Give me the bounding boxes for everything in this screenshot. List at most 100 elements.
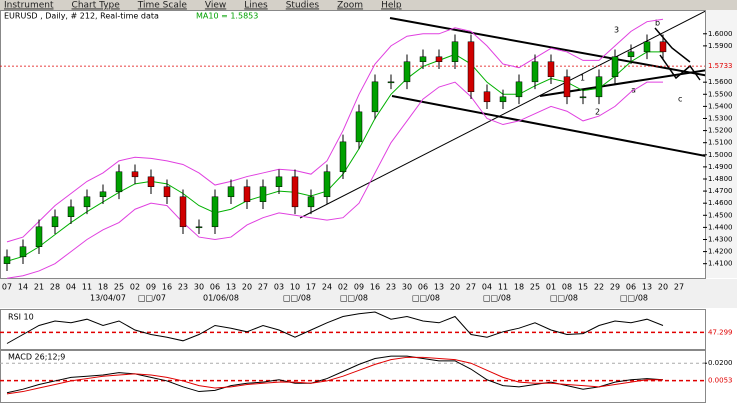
- x-tick-label: 23: [178, 283, 188, 292]
- x-tick-label: 27: [466, 283, 476, 292]
- wave-label: 1: [580, 74, 585, 83]
- x-tick-label: 25: [530, 283, 540, 292]
- y-tick-label: 1.4900: [708, 163, 733, 171]
- x-tick-label: 29: [610, 283, 620, 292]
- series-line: [6, 51, 663, 262]
- candle-body: [435, 56, 443, 62]
- candle-body: [531, 61, 539, 83]
- y-tick-label: 1.5000: [708, 151, 733, 159]
- menu-item[interactable]: Chart Type: [72, 1, 121, 11]
- x-tick-label: 27: [674, 283, 684, 292]
- candle-body: [259, 186, 267, 202]
- y-tick-label: 1.4500: [708, 211, 733, 219]
- y-tick-label: 1.4700: [708, 187, 733, 195]
- candle-body: [371, 81, 379, 113]
- wave-label: b: [655, 19, 660, 28]
- candle-body: [451, 41, 459, 62]
- wave-label: 2: [595, 108, 600, 117]
- rsi-title: RSI 10: [8, 313, 34, 322]
- x-tick-label: 01: [546, 283, 556, 292]
- menu-item[interactable]: Instrument: [4, 1, 54, 11]
- x-date-label: 01/06/08: [203, 294, 239, 303]
- x-tick-label: 30: [402, 283, 412, 292]
- menu-item[interactable]: View: [205, 1, 226, 11]
- x-tick-label: 09: [146, 283, 156, 292]
- y-tick-label: 1.6000: [708, 30, 733, 38]
- x-tick-label: 04: [66, 283, 76, 292]
- menu-item[interactable]: Lines: [244, 1, 268, 11]
- y-tick-label: 1.5400: [708, 102, 733, 110]
- chart-title: EURUSD , Daily, # 212, Real-time data: [4, 12, 159, 21]
- x-tick-label: 15: [578, 283, 588, 292]
- x-tick-label: 18: [514, 283, 524, 292]
- x-date-label: □□/08: [412, 294, 440, 303]
- x-tick-label: 27: [258, 283, 268, 292]
- candle-body: [339, 141, 347, 172]
- candle-body: [387, 81, 395, 84]
- candle-body: [563, 76, 571, 98]
- candle-body: [51, 216, 59, 228]
- y-tick-label: 1.5200: [708, 127, 733, 135]
- x-date-label: □□/08: [283, 294, 311, 303]
- x-tick-label: 06: [418, 283, 428, 292]
- y-tick-label: 1.4400: [708, 223, 733, 231]
- x-tick-label: 22: [594, 283, 604, 292]
- candle-body: [147, 176, 155, 187]
- candle-body: [307, 196, 315, 208]
- candle-body: [195, 226, 203, 229]
- candle-body: [627, 51, 635, 58]
- candle-body: [67, 206, 75, 217]
- x-tick-label: 11: [82, 283, 92, 292]
- candle-body: [35, 226, 43, 247]
- menu-item[interactable]: Zoom: [337, 1, 363, 11]
- trend-line: [299, 10, 705, 219]
- x-tick-label: 06: [210, 283, 220, 292]
- series-line: [6, 81, 663, 279]
- candle-body: [403, 61, 411, 83]
- x-tick-label: 02: [338, 283, 348, 292]
- y-tick-label: 1.4200: [708, 248, 733, 256]
- wave-label: 3: [614, 26, 619, 35]
- y-tick-label: 1.4300: [708, 235, 733, 243]
- y-tick-label: 1.5600: [708, 78, 733, 86]
- menu-bar: [0, 0, 737, 10]
- y-tick-label: 1.5900: [708, 42, 733, 50]
- x-tick-label: 23: [386, 283, 396, 292]
- x-tick-label: 13: [226, 283, 236, 292]
- x-tick-label: 25: [114, 283, 124, 292]
- candle-body: [163, 186, 171, 198]
- x-tick-label: 20: [658, 283, 668, 292]
- candle-body: [115, 171, 123, 193]
- x-date-label: □□/08: [340, 294, 368, 303]
- x-tick-label: 03: [274, 283, 284, 292]
- series-line: [6, 311, 664, 344]
- x-tick-label: 08: [562, 283, 572, 292]
- menu-item[interactable]: Help: [381, 1, 402, 11]
- x-tick-label: 24: [322, 283, 332, 292]
- x-tick-label: 06: [626, 283, 636, 292]
- y-tick-label: 1.5300: [708, 114, 733, 122]
- macd-title: MACD 26;12;9: [8, 353, 65, 362]
- series-line: [6, 18, 664, 243]
- series-line: [6, 355, 664, 394]
- current-label: 1.5733: [708, 62, 733, 70]
- x-tick-label: 28: [50, 283, 60, 292]
- candle-body: [499, 96, 507, 103]
- current-label: 0.0053: [708, 377, 733, 385]
- x-tick-label: 09: [354, 283, 364, 292]
- x-tick-label: 14: [18, 283, 28, 292]
- trend-lines: [299, 10, 705, 219]
- menu-item[interactable]: Time Scale: [137, 1, 188, 11]
- time-axis: [0, 279, 737, 308]
- candle-body: [99, 191, 107, 198]
- x-tick-label: 16: [162, 283, 172, 292]
- x-tick-label: 17: [306, 283, 316, 292]
- candle-body: [595, 76, 603, 98]
- x-tick-label: 30: [194, 283, 204, 292]
- menu-item[interactable]: Studies: [286, 1, 320, 11]
- x-tick-label: 02: [130, 283, 140, 292]
- x-date-label: □□/08: [620, 294, 648, 303]
- candle-body: [419, 56, 427, 62]
- x-date-label: 13/04/07: [90, 294, 126, 303]
